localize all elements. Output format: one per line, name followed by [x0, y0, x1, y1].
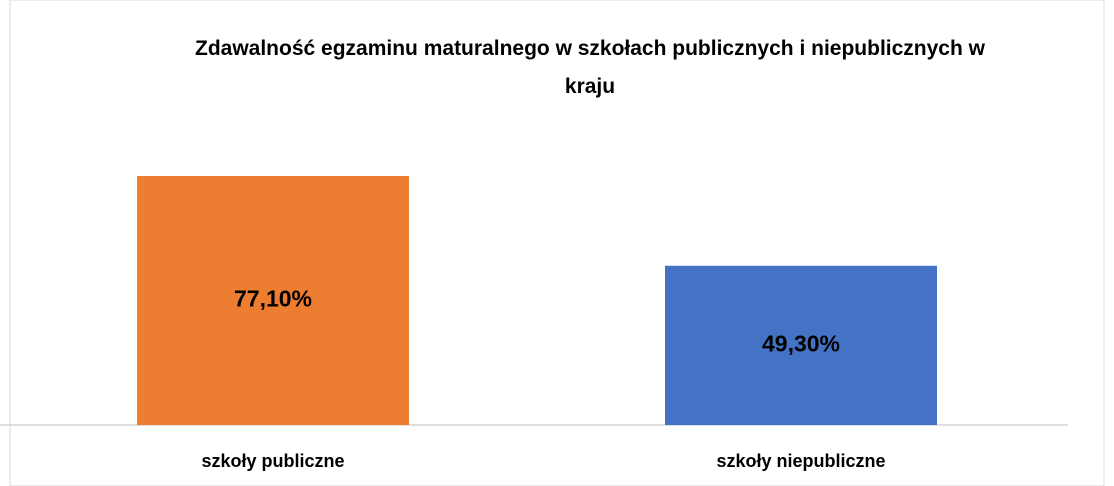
data-label: 77,10% — [234, 286, 312, 312]
chart-title: Zdawalność egzaminu maturalnego w szkoła… — [195, 37, 985, 98]
bar — [137, 175, 409, 425]
x-tick-label: szkoły niepubliczne — [716, 451, 885, 471]
bar — [665, 265, 937, 425]
chart-frame — [9, 0, 1105, 486]
data-label: 49,30% — [762, 330, 840, 356]
x-tick-label: szkoły publiczne — [201, 451, 344, 471]
